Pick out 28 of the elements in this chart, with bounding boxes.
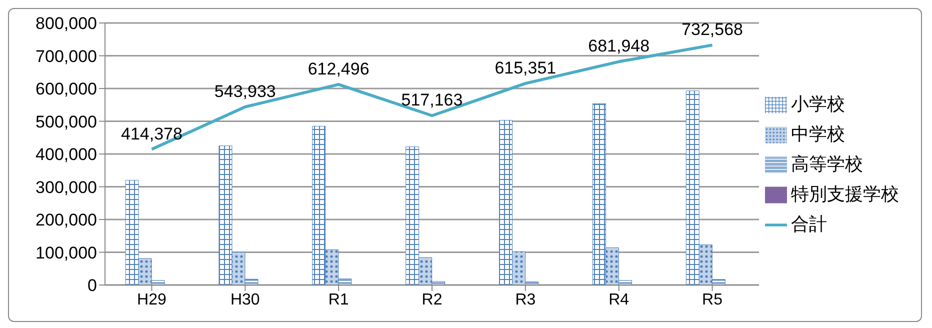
y-tick-label: 700,000 bbox=[36, 46, 97, 66]
data-label: 612,496 bbox=[308, 59, 370, 78]
y-tick-label: 400,000 bbox=[36, 145, 97, 164]
data-label: 517,163 bbox=[401, 90, 463, 110]
legend-label: 合計 bbox=[791, 214, 827, 234]
data-label: 414,378 bbox=[120, 124, 182, 144]
legend-label: 特別支援学校 bbox=[791, 184, 899, 204]
data-label: 681,948 bbox=[588, 36, 650, 56]
data-label: 732,568 bbox=[682, 20, 744, 40]
x-tick-label: R2 bbox=[422, 291, 442, 308]
x-tick-label: H30 bbox=[230, 291, 260, 308]
y-tick-label: 100,000 bbox=[36, 243, 97, 262]
y-tick-label: 800,000 bbox=[36, 14, 97, 34]
y-tick-label: 300,000 bbox=[36, 178, 97, 197]
data-label: 543,933 bbox=[214, 82, 276, 101]
legend-label: 高等学校 bbox=[791, 154, 863, 174]
y-tick-label: 500,000 bbox=[36, 112, 97, 132]
y-tick-label: 200,000 bbox=[36, 210, 97, 230]
legend-label: 小学校 bbox=[791, 94, 845, 114]
legend-label: 中学校 bbox=[791, 124, 845, 144]
data-label: 615,351 bbox=[494, 58, 556, 78]
y-tick-label: 600,000 bbox=[36, 80, 97, 99]
x-tick-label: R1 bbox=[328, 291, 349, 308]
x-tick-label: R3 bbox=[515, 291, 536, 308]
y-tick-label: 0 bbox=[88, 276, 97, 296]
x-tick-label: R5 bbox=[702, 291, 723, 308]
x-tick-label: R4 bbox=[608, 291, 630, 308]
x-tick-label: H29 bbox=[137, 291, 166, 308]
